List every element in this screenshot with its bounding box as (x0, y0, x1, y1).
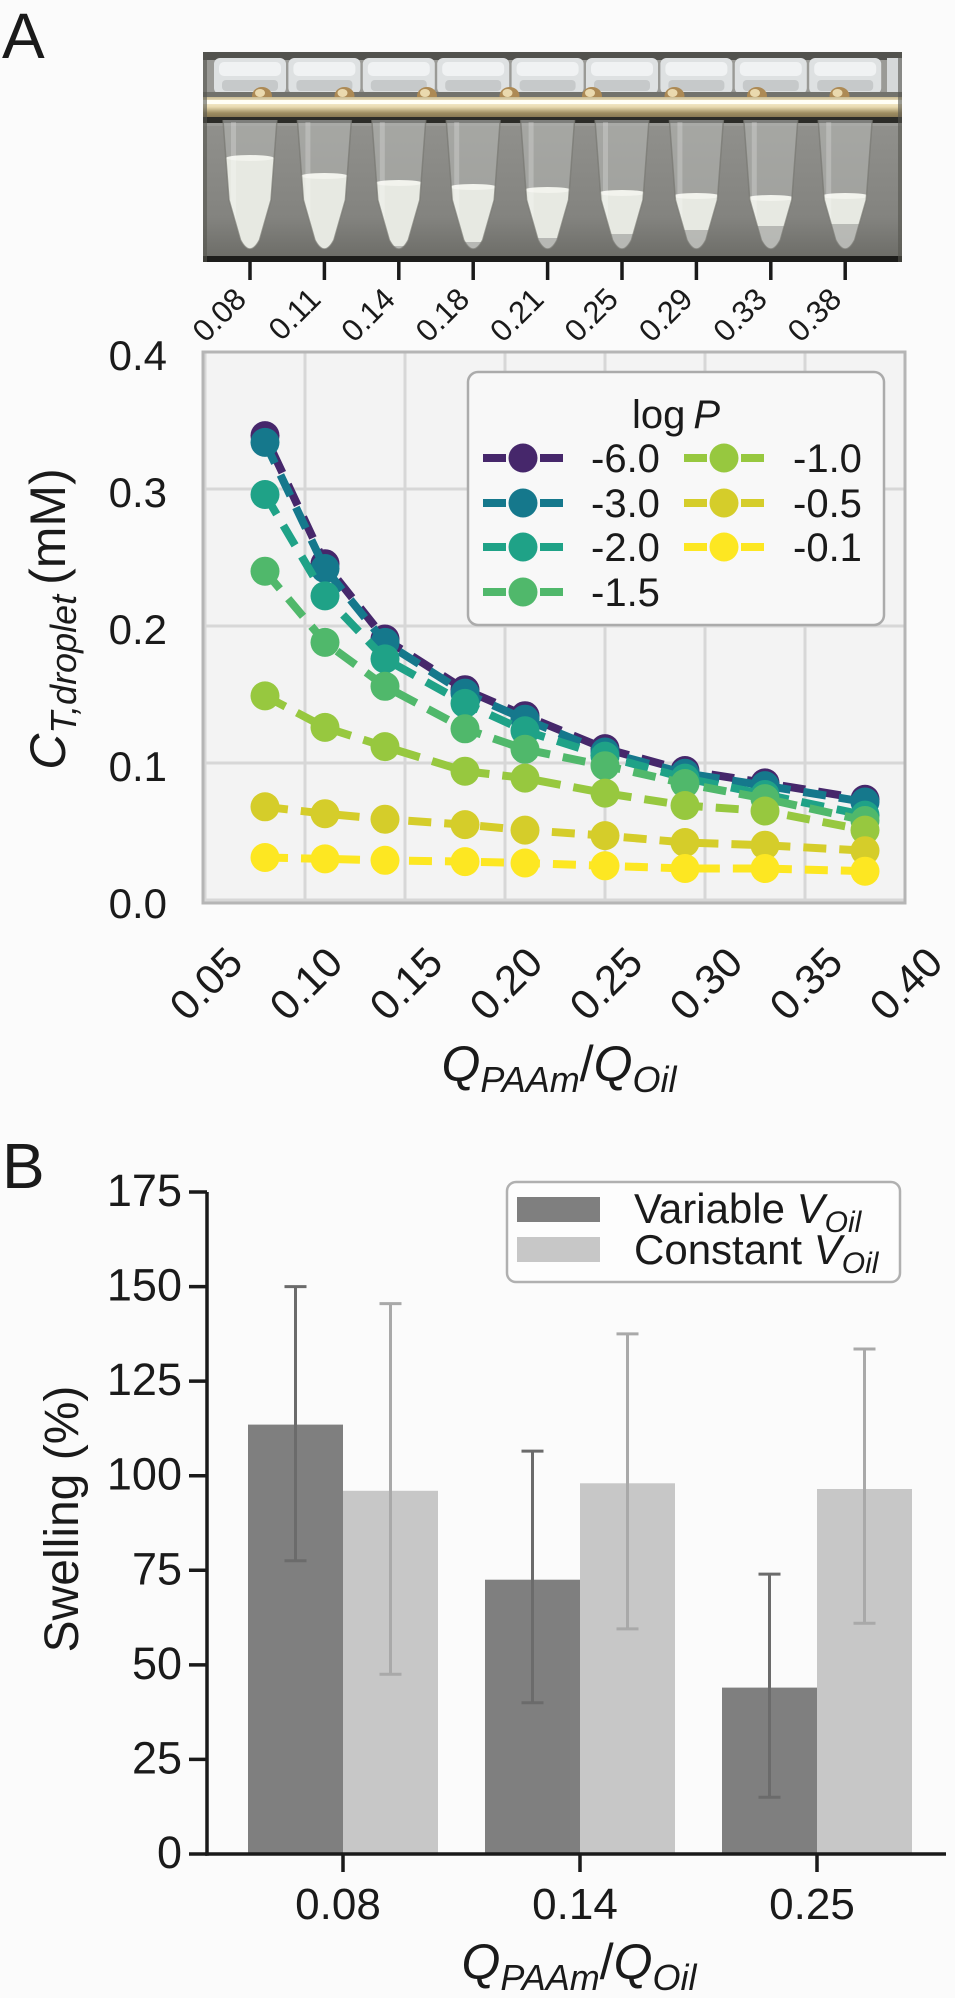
svg-text:0.25: 0.25 (769, 1880, 855, 1929)
svg-text:0.4: 0.4 (109, 332, 167, 379)
svg-text:A: A (2, 0, 45, 72)
svg-text:0.1: 0.1 (109, 743, 167, 790)
svg-text:-1.5: -1.5 (591, 571, 660, 615)
svg-text:150: 150 (107, 1260, 182, 1311)
svg-text:0.0: 0.0 (109, 880, 167, 927)
svg-text:25: 25 (132, 1732, 182, 1783)
svg-text:-3.0: -3.0 (591, 482, 660, 526)
svg-text:-1.0: -1.0 (793, 437, 862, 481)
svg-text:-6.0: -6.0 (591, 437, 660, 481)
svg-text:0.3: 0.3 (109, 469, 167, 516)
svg-text:0.2: 0.2 (109, 606, 167, 653)
svg-text:B: B (2, 1130, 45, 1202)
svg-text:100: 100 (107, 1449, 182, 1500)
svg-text:CT,droplet (mM): CT,droplet (mM) (20, 468, 84, 770)
svg-text:175: 175 (107, 1165, 182, 1216)
svg-text:Variable VOil: Variable VOil (634, 1185, 863, 1239)
svg-text:QPAAm/QOil: QPAAm/QOil (461, 1934, 697, 1998)
svg-text:Swelling (%): Swelling (%) (36, 1386, 89, 1653)
svg-text:75: 75 (132, 1543, 182, 1594)
svg-text:0: 0 (157, 1827, 182, 1878)
svg-text:log P: log P (632, 393, 720, 437)
svg-text:0.14: 0.14 (532, 1880, 618, 1929)
svg-text:-2.0: -2.0 (591, 526, 660, 570)
svg-text:Constant VOil: Constant VOil (634, 1226, 880, 1280)
svg-text:QPAAm/QOil: QPAAm/QOil (441, 1036, 677, 1100)
svg-text:0.08: 0.08 (295, 1880, 381, 1929)
svg-text:-0.5: -0.5 (793, 482, 862, 526)
svg-text:-0.1: -0.1 (793, 526, 862, 570)
svg-text:50: 50 (132, 1638, 182, 1689)
svg-text:125: 125 (107, 1354, 182, 1405)
